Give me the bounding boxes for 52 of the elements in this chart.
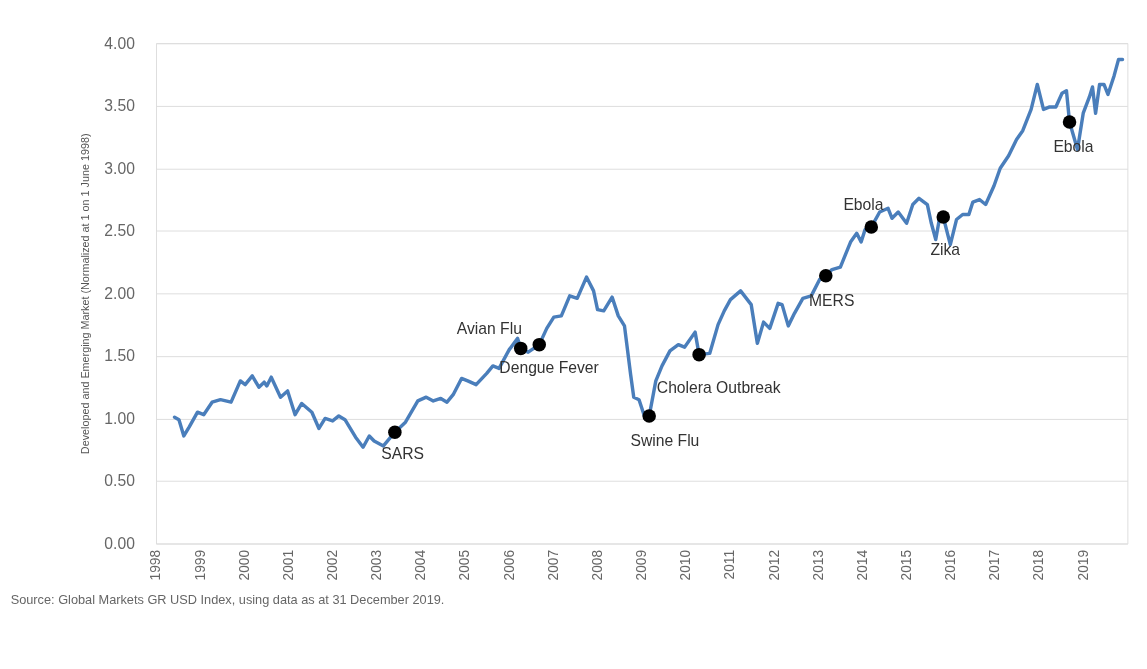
x-tick-label: 2017 xyxy=(987,549,1003,581)
x-tick-label: 2019 xyxy=(1075,549,1091,581)
annotation: Dengue Fever xyxy=(499,359,599,377)
source-note: Source: Global Markets GR USD Index, using data as at 31 December 2019. xyxy=(10,591,445,607)
point xyxy=(1062,115,1077,129)
x-tick-label: 2009 xyxy=(634,549,650,581)
x-tick-label: 2010 xyxy=(678,549,694,581)
annotation: Avian Flu xyxy=(456,319,522,337)
x-tick-label: 1998 xyxy=(148,549,164,581)
point xyxy=(388,425,402,439)
y-axis-title: Developed and Emerging Market (Normalized at 1 on 1 June 1998) xyxy=(78,133,91,455)
line-series xyxy=(172,57,1125,449)
point xyxy=(936,210,951,224)
y-tick-label: 2.50 xyxy=(104,222,136,240)
x-tick-label: 2014 xyxy=(854,549,870,581)
x-tick-label: 2013 xyxy=(810,549,826,581)
x-tick-label: 2016 xyxy=(943,549,959,581)
annotation: MERS xyxy=(809,292,855,310)
y-tick-label: 2.00 xyxy=(104,284,136,302)
point xyxy=(532,337,547,352)
x-tick-label: 2018 xyxy=(1031,549,1047,581)
x-tick-label: 2008 xyxy=(589,549,605,581)
point xyxy=(642,409,656,423)
y-tick-label: 0.00 xyxy=(104,534,136,552)
y-tick-label: 1.00 xyxy=(104,409,136,427)
x-tick-label: 2000 xyxy=(236,549,252,581)
x-tick-label: 2002 xyxy=(325,549,341,581)
x-tick-label: 2015 xyxy=(899,549,915,581)
annotation: SARS xyxy=(381,444,425,462)
x-tick-label: 2006 xyxy=(501,549,517,581)
y-tick-label: 3.50 xyxy=(104,97,136,115)
x-tick-label: 2012 xyxy=(766,549,782,581)
y-tick-label: 1.50 xyxy=(104,347,136,365)
point xyxy=(864,220,879,234)
point xyxy=(819,269,833,283)
x-tick-label: 2001 xyxy=(280,549,296,581)
point xyxy=(513,341,528,356)
annotation: Ebola xyxy=(1053,138,1094,156)
x-tick-label: 2003 xyxy=(369,549,385,581)
y-tick-label: 3.00 xyxy=(104,159,136,177)
point xyxy=(692,347,706,362)
annotation: Ebola xyxy=(843,196,884,214)
y-tick-label: 4.00 xyxy=(104,34,136,52)
x-tick-label: 2004 xyxy=(413,549,429,581)
x-tick-label: 2007 xyxy=(545,549,561,581)
x-tick-label: 1999 xyxy=(192,549,208,581)
x-tick-label: 2011 xyxy=(722,549,738,580)
x-tick-label: 2005 xyxy=(457,549,473,581)
annotation: Cholera Outbreak xyxy=(656,378,781,396)
annotation: Zika xyxy=(930,241,961,259)
y-tick-label: 0.50 xyxy=(104,472,136,490)
annotation: Swine Flu xyxy=(630,432,700,450)
